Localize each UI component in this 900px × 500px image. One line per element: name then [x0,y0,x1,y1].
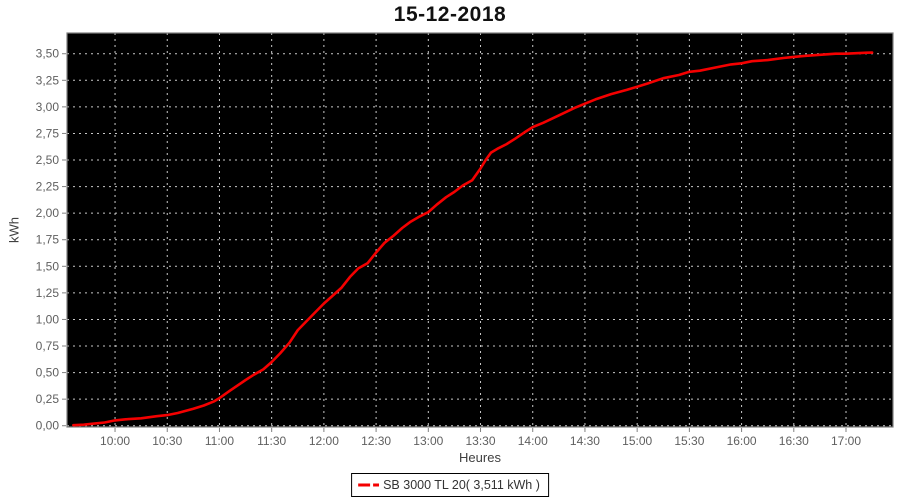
y-tick-label: 2,75 [36,126,60,140]
plot-outline [66,32,894,428]
x-tick-label: 10:00 [100,434,130,448]
legend-line-swatch [358,483,380,487]
legend-label: SB 3000 TL 20( 3,511 kWh ) [383,478,540,492]
x-axis-title: Heures [459,450,501,465]
x-tick-label: 14:30 [570,434,600,448]
y-tick-label: 0,75 [36,339,60,353]
y-tick-label: 0,25 [36,392,60,406]
x-tick-label: 14:00 [518,434,548,448]
x-tick-label: 11:30 [257,434,286,448]
y-tick-label: 1,50 [36,259,60,273]
y-tick-label: 2,00 [36,206,60,220]
y-tick-label: 0,50 [36,366,60,380]
x-tick-label: 11:00 [205,434,234,448]
y-tick-label: 2,50 [36,153,60,167]
x-tick-label: 16:30 [779,434,809,448]
y-tick-label: 1,25 [36,286,60,300]
y-tick-label: 0,00 [36,419,60,433]
x-tick-label: 12:30 [361,434,391,448]
x-tick-label: 13:30 [466,434,496,448]
plot-background [67,33,893,427]
x-tick-label: 15:30 [674,434,704,448]
x-tick-label: 13:00 [413,434,443,448]
y-tick-label: 3,00 [36,100,60,114]
x-tick-label: 10:30 [152,434,182,448]
x-tick-label: 16:00 [727,434,757,448]
y-axis-title: kWh [6,217,22,243]
series-line [72,51,874,427]
chart-title: 15-12-2018 [393,3,507,26]
y-tick-label: 1,75 [36,233,60,247]
y-tick-label: 2,25 [36,180,60,194]
y-tick-label: 3,25 [36,73,60,87]
x-tick-label: 12:00 [309,434,339,448]
x-tick-label: 15:00 [622,434,652,448]
y-tick-label: 1,00 [36,312,60,326]
legend: SB 3000 TL 20( 3,511 kWh ) [351,473,549,497]
y-tick-label: 3,50 [36,47,60,61]
x-tick-label: 17:00 [831,434,861,448]
